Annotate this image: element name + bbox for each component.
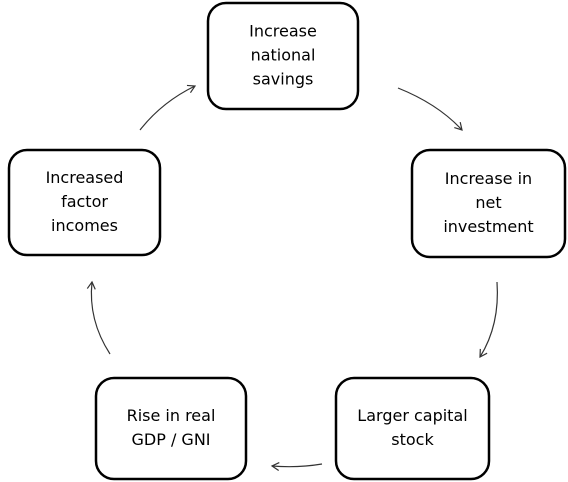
node-label: investment [443,217,533,236]
node-label: Increase in [445,169,532,188]
node-label: Increased [46,168,124,187]
node-box [7,148,162,257]
node-label: net [475,193,501,212]
node-box [94,376,248,481]
node-label: Larger capital [357,406,467,425]
node-box [206,1,360,111]
node-label: GDP / GNI [131,430,210,449]
node-box [334,376,491,481]
node-box [410,148,567,259]
arrow [479,281,498,359]
node-label: incomes [51,216,118,235]
node-label: stock [391,430,434,449]
arrow [397,87,463,131]
node-label: savings [253,70,314,89]
node-label: Rise in real [127,406,216,425]
arrow [139,84,197,131]
node-label: factor [61,192,108,211]
node-label: national [251,46,316,65]
arrow [86,280,111,355]
node-label: Increase [249,22,317,41]
arrow [270,462,323,472]
